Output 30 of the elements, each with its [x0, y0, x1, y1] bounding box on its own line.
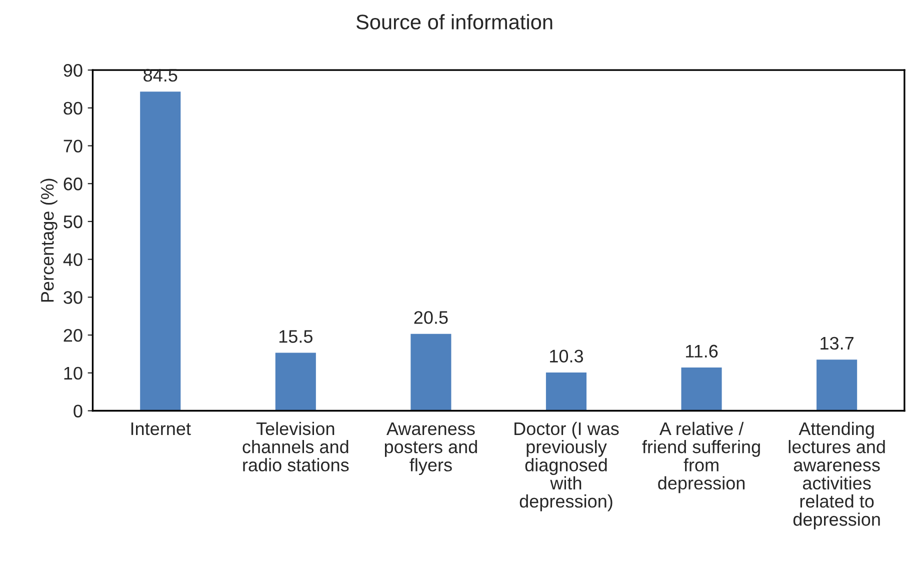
- bar: [409, 332, 453, 411]
- x-tick-label: Television channels and radio stations: [242, 422, 349, 472]
- y-tick-label: 70: [64, 140, 82, 152]
- y-axis-title: Percentage (%): [40, 178, 58, 302]
- y-tick-label: 40: [63, 253, 82, 266]
- bar: [815, 358, 858, 411]
- bar: [274, 351, 318, 411]
- data-label: 15.5: [279, 330, 312, 343]
- y-tick-label: 0: [74, 404, 82, 418]
- bar: [544, 371, 588, 411]
- x-tick-label: Doctor (I was previously diagnosed with depression): [514, 422, 619, 512]
- x-tick-label: Internet: [131, 422, 191, 436]
- data-label: 10.3: [550, 350, 584, 363]
- x-tick-label: Attending lectures and awareness activities related to depression: [788, 422, 885, 530]
- y-tick-label: 50: [64, 215, 82, 228]
- x-tick-label: Awareness posters and flyers: [384, 422, 477, 475]
- x-tick-label: A relative / friend suffering from depression: [642, 422, 760, 494]
- y-tick-label: 10: [64, 366, 82, 380]
- data-label: 84.5: [144, 68, 178, 82]
- data-label: 20.5: [414, 311, 448, 324]
- chart-title: Source of information: [356, 14, 552, 30]
- y-tick-label: 20: [64, 328, 82, 342]
- y-tick-label: 30: [64, 291, 82, 304]
- data-label: 13.7: [820, 336, 854, 350]
- y-tick-label: 80: [64, 102, 82, 115]
- bar: [138, 90, 182, 411]
- data-label: 11.6: [686, 344, 718, 358]
- bar: [680, 366, 724, 411]
- y-tick-label: 60: [64, 178, 82, 190]
- y-tick-label: 90: [64, 64, 82, 77]
